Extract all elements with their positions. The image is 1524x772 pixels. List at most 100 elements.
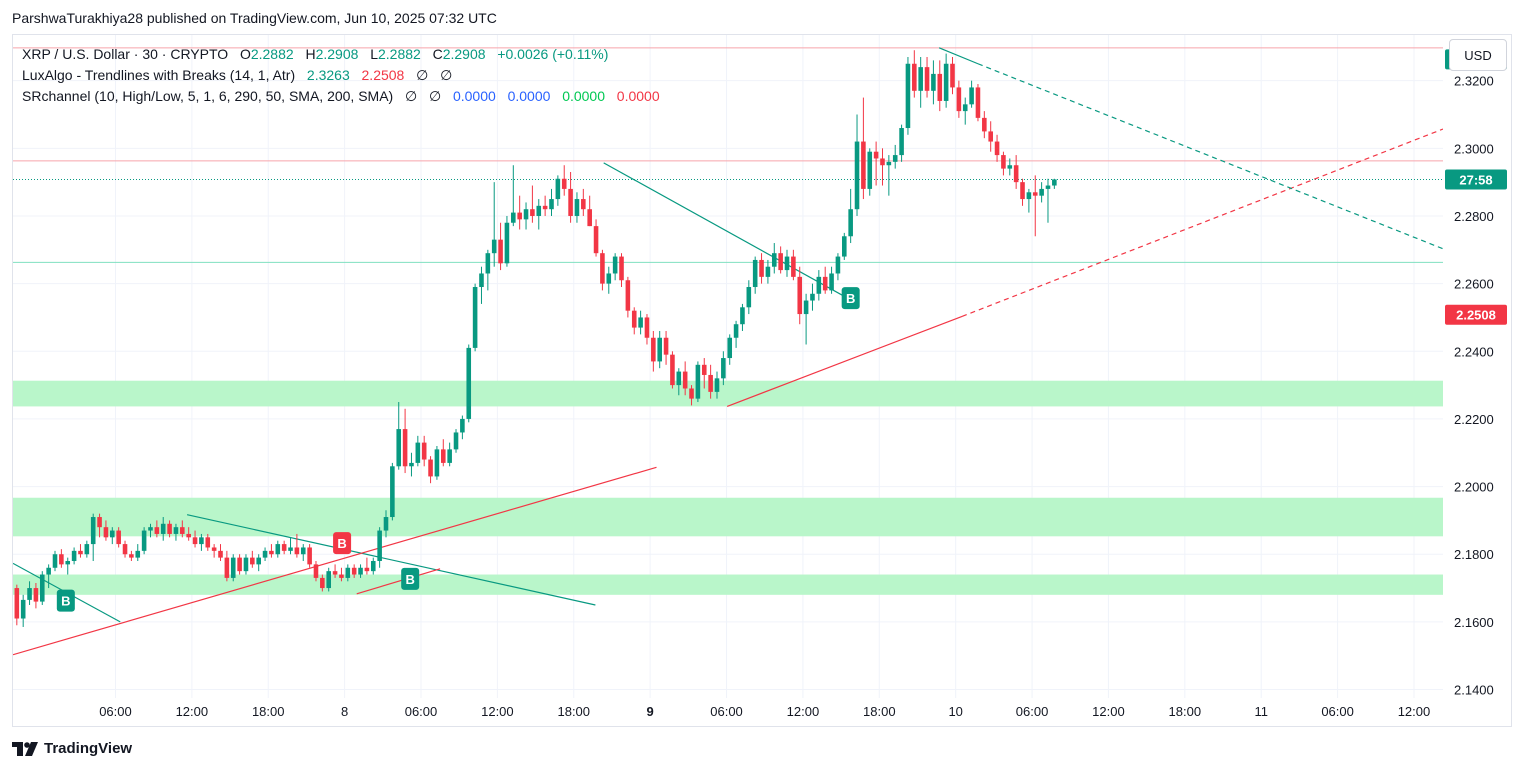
candle[interactable] xyxy=(122,540,128,558)
candle[interactable] xyxy=(676,368,682,396)
candle[interactable] xyxy=(708,364,713,399)
candle[interactable] xyxy=(612,253,618,281)
candle[interactable] xyxy=(78,544,83,558)
candle[interactable] xyxy=(84,540,90,558)
candle[interactable] xyxy=(835,253,841,281)
candle[interactable] xyxy=(651,330,656,372)
candle[interactable] xyxy=(657,330,662,369)
candle[interactable] xyxy=(129,550,134,562)
candle[interactable] xyxy=(740,303,745,331)
candle[interactable] xyxy=(593,219,599,257)
candle[interactable] xyxy=(829,266,834,294)
candle[interactable] xyxy=(173,523,179,541)
signal-badge-3[interactable]: B xyxy=(401,567,420,590)
candle[interactable] xyxy=(1045,178,1051,223)
candle[interactable] xyxy=(994,134,1000,162)
candle[interactable] xyxy=(619,253,624,288)
candle[interactable] xyxy=(59,549,64,568)
candle[interactable] xyxy=(447,442,452,467)
candle[interactable] xyxy=(682,361,688,396)
candle[interactable] xyxy=(975,84,981,122)
candle[interactable] xyxy=(670,351,675,389)
candle[interactable] xyxy=(962,97,968,125)
candle[interactable] xyxy=(90,513,96,562)
candle[interactable] xyxy=(784,249,790,277)
candle[interactable] xyxy=(313,561,319,582)
candle[interactable] xyxy=(440,439,446,467)
candle[interactable] xyxy=(332,564,338,578)
candle[interactable] xyxy=(695,361,701,403)
candle[interactable] xyxy=(771,243,777,274)
candle[interactable] xyxy=(1013,155,1019,189)
candle[interactable] xyxy=(765,259,771,284)
candle[interactable] xyxy=(1020,178,1025,206)
candle[interactable] xyxy=(727,334,733,365)
candle[interactable] xyxy=(867,148,873,196)
candle[interactable] xyxy=(600,249,605,291)
candle[interactable] xyxy=(199,533,204,551)
candle[interactable] xyxy=(714,371,720,399)
signal-badge-1[interactable]: B xyxy=(56,589,75,612)
candle[interactable] xyxy=(52,550,58,572)
candle[interactable] xyxy=(791,249,796,281)
candle[interactable] xyxy=(154,520,160,538)
candle[interactable] xyxy=(689,385,694,406)
candle[interactable] xyxy=(721,351,726,386)
candle[interactable] xyxy=(288,537,293,555)
candle[interactable] xyxy=(842,232,847,260)
candle[interactable] xyxy=(950,56,955,95)
candle[interactable] xyxy=(479,266,484,304)
candle[interactable] xyxy=(568,171,573,223)
candle[interactable] xyxy=(498,222,503,271)
candle[interactable] xyxy=(46,564,51,589)
candle[interactable] xyxy=(491,182,497,267)
legend-symbol-row[interactable]: XRP / U.S. Dollar · 30 · CRYPTO O2.2882 … xyxy=(22,44,660,65)
candle[interactable] xyxy=(370,557,376,575)
candle[interactable] xyxy=(275,540,281,558)
candle[interactable] xyxy=(358,564,363,578)
candle[interactable] xyxy=(460,415,465,440)
indicator-name-srchannel[interactable]: SRchannel (10, High/Low, 5, 1, 6, 290, 5… xyxy=(22,88,394,104)
candle[interactable] xyxy=(307,544,312,568)
candle[interactable] xyxy=(33,582,39,609)
candle[interactable] xyxy=(281,540,287,555)
candle[interactable] xyxy=(504,215,510,267)
candle[interactable] xyxy=(625,276,631,318)
candle[interactable] xyxy=(759,253,764,284)
candle[interactable] xyxy=(339,567,344,582)
candle[interactable] xyxy=(485,249,491,291)
candle[interactable] xyxy=(822,266,828,294)
symbol-label[interactable]: XRP / U.S. Dollar · 30 · CRYPTO xyxy=(22,46,229,62)
candle[interactable] xyxy=(186,527,191,541)
candle[interactable] xyxy=(549,188,554,216)
candle[interactable] xyxy=(415,435,421,467)
candle[interactable] xyxy=(472,283,478,352)
candle[interactable] xyxy=(873,141,879,186)
candle[interactable] xyxy=(854,114,860,216)
candle[interactable] xyxy=(243,554,249,575)
candle[interactable] xyxy=(937,60,943,112)
candle[interactable] xyxy=(905,56,911,135)
candle[interactable] xyxy=(211,544,217,558)
plot-area[interactable]: B B B B xyxy=(13,35,1443,698)
candle[interactable] xyxy=(810,283,815,311)
candle[interactable] xyxy=(746,280,752,315)
indicator-name-luxalgo[interactable]: LuxAlgo - Trendlines with Breaks (14, 1,… xyxy=(22,67,296,83)
candle[interactable] xyxy=(148,523,153,538)
signal-badge-2[interactable]: B xyxy=(333,532,352,555)
candle[interactable] xyxy=(390,462,395,521)
candle[interactable] xyxy=(892,144,898,169)
candle[interactable] xyxy=(797,266,803,325)
candle[interactable] xyxy=(237,554,242,575)
candle[interactable] xyxy=(803,293,809,345)
candle[interactable] xyxy=(141,527,147,555)
candle[interactable] xyxy=(103,520,109,541)
candle[interactable] xyxy=(969,80,974,108)
candle[interactable] xyxy=(453,429,459,453)
candle[interactable] xyxy=(918,56,923,108)
candle[interactable] xyxy=(218,544,223,562)
candle[interactable] xyxy=(536,199,542,230)
candle[interactable] xyxy=(421,435,427,467)
candle[interactable] xyxy=(581,188,586,216)
